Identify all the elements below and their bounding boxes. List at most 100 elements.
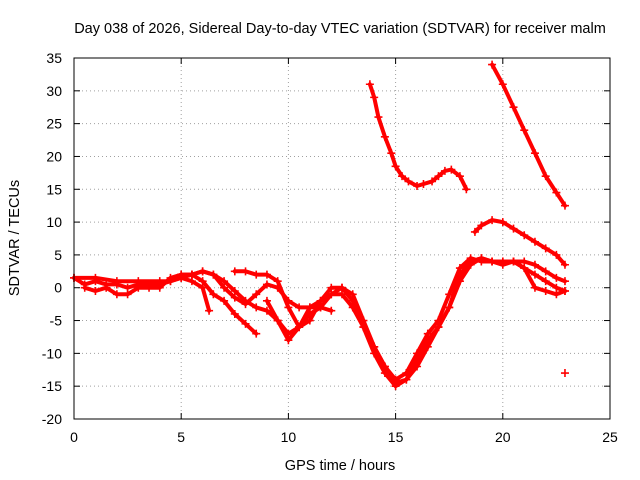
x-tick-label: 20	[495, 429, 511, 445]
data-point	[166, 277, 175, 286]
data-point	[560, 369, 569, 378]
data-point	[423, 342, 432, 351]
data-point	[305, 316, 314, 325]
plot-frame	[73, 57, 611, 420]
data-point	[488, 60, 497, 69]
data-point	[241, 319, 250, 328]
data-point	[305, 303, 314, 312]
data-point	[404, 177, 413, 186]
data-point	[428, 177, 437, 186]
y-tick-label: 20	[46, 148, 62, 164]
data-point	[365, 80, 374, 89]
y-tick-label: 15	[46, 181, 62, 197]
data-point	[380, 132, 389, 141]
data-point	[552, 250, 561, 259]
data-point	[359, 316, 368, 325]
data-point	[455, 172, 464, 181]
data-point	[541, 172, 550, 181]
data-point	[541, 267, 550, 276]
y-tick-label: -10	[42, 345, 62, 361]
data-point	[488, 257, 497, 266]
data-point	[374, 113, 383, 122]
data-point	[398, 172, 407, 181]
data-point	[488, 216, 497, 225]
x-axis-label: GPS time / hours	[285, 458, 395, 474]
data-point	[91, 287, 100, 296]
data-point	[541, 287, 550, 296]
data-point	[370, 342, 379, 351]
data-point	[338, 283, 346, 292]
data-point	[112, 277, 121, 286]
data-point	[273, 277, 282, 286]
data-point	[445, 303, 454, 312]
data-point	[419, 180, 428, 189]
y-tick-label: -15	[42, 378, 62, 394]
data-point	[520, 231, 529, 240]
data-point	[470, 227, 479, 236]
data-point	[447, 165, 456, 174]
data-point	[205, 306, 214, 315]
data-point	[509, 224, 518, 233]
data-point	[413, 349, 422, 358]
data-point	[284, 303, 293, 312]
data-point	[477, 221, 486, 230]
x-tick-label: 25	[602, 429, 618, 445]
y-tick-label: 30	[46, 83, 62, 99]
data-point	[80, 283, 89, 292]
x-tick-label: 5	[177, 429, 185, 445]
data-point	[230, 309, 239, 318]
data-point	[530, 149, 539, 158]
data-point	[209, 290, 218, 299]
series-s9	[488, 60, 569, 210]
data-series	[70, 60, 569, 391]
data-point	[530, 237, 539, 246]
data-point	[262, 280, 271, 289]
data-point	[455, 277, 464, 286]
data-point	[560, 201, 569, 210]
data-point	[434, 316, 443, 325]
data-point	[509, 103, 518, 112]
data-point	[413, 362, 422, 371]
data-point	[560, 277, 569, 286]
data-point	[552, 188, 561, 197]
data-point	[498, 218, 507, 227]
data-point	[413, 181, 422, 190]
chart-title: Day 038 of 2026, Sidereal Day-to-day VTE…	[74, 21, 606, 37]
y-tick-label: 25	[46, 116, 62, 132]
data-point	[262, 270, 271, 279]
x-tick-label: 15	[388, 429, 404, 445]
data-point	[123, 290, 132, 299]
data-point	[295, 303, 304, 312]
data-point	[220, 296, 229, 305]
y-tick-label: 10	[46, 214, 62, 230]
x-tick-label: 10	[281, 429, 297, 445]
y-tick-label: -5	[50, 313, 63, 329]
data-point	[252, 270, 261, 279]
data-point	[177, 270, 186, 279]
x-tick-label: 0	[70, 429, 78, 445]
data-point	[327, 290, 336, 299]
data-point	[498, 80, 507, 89]
data-point	[252, 290, 261, 299]
data-point	[434, 172, 443, 181]
data-point	[230, 287, 239, 296]
data-point	[102, 283, 111, 292]
data-point	[112, 290, 121, 299]
series-s7	[365, 80, 471, 194]
data-point	[370, 93, 379, 102]
series-s10	[560, 369, 569, 378]
data-point	[520, 264, 529, 273]
data-point	[230, 267, 239, 276]
data-point	[284, 336, 293, 345]
data-point	[466, 254, 475, 263]
data-point	[187, 270, 196, 279]
axis-ticks: 0 5 10 15 20 25 -20 -15 -10 -5 0 5 10 15 20 25 30 35	[42, 50, 618, 445]
data-point	[145, 283, 154, 292]
data-point	[560, 287, 569, 296]
y-axis-label: SDTVAR / TECUs	[7, 180, 23, 296]
data-point	[477, 257, 486, 266]
data-point	[423, 329, 432, 338]
y-tick-label: 35	[46, 50, 62, 66]
